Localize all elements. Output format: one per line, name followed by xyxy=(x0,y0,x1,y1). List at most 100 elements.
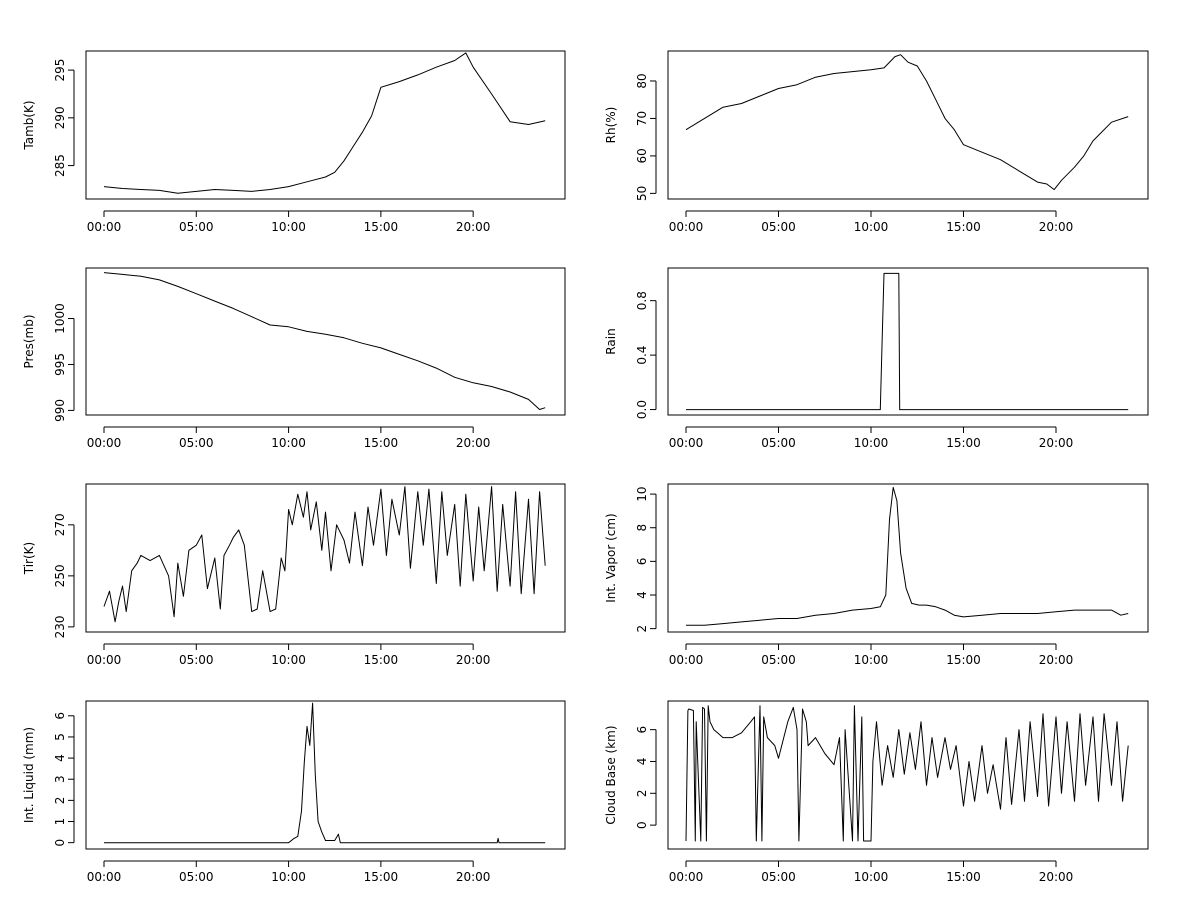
panel-3: 00:00 05:00 10:00 15:00 20:00 990 995 1000 Pres(… xyxy=(22,267,566,450)
x-tick-label: 05:00 xyxy=(761,870,796,884)
x-tick-label: 10:00 xyxy=(271,220,306,234)
y-tick-label: 3 xyxy=(53,775,67,783)
x-tick-label: 20:00 xyxy=(456,436,491,450)
y-tick-label: 4 xyxy=(635,591,649,599)
y-axis-title: Rh(%) xyxy=(604,107,618,144)
y-tick-label: 70 xyxy=(635,111,649,126)
x-tick-label: 15:00 xyxy=(364,870,399,884)
x-tick-label: 00:00 xyxy=(669,220,704,234)
panel-5: 00:00 05:00 10:00 15:00 20:00 230 250 270 Tir(K) xyxy=(22,483,566,667)
y-tick-label: 0 xyxy=(53,839,67,847)
x-tick-label: 05:00 xyxy=(179,220,214,234)
y-axis-title: Tamb(K) xyxy=(22,100,36,150)
x-tick-label: 15:00 xyxy=(364,220,399,234)
y-tick-label: 6 xyxy=(53,712,67,720)
y-tick-label: 0.4 xyxy=(635,346,649,365)
series-line xyxy=(685,705,1129,842)
x-tick-label: 10:00 xyxy=(271,436,306,450)
y-tick-label: 2 xyxy=(635,625,649,633)
y-tick-label: 2 xyxy=(635,789,649,797)
x-tick-label: 20:00 xyxy=(1039,220,1074,234)
x-tick-label: 20:00 xyxy=(456,653,491,667)
y-axis-title: Int. Liquid (mm) xyxy=(22,727,36,823)
panel-4: 00:00 05:00 10:00 15:00 20:00 0.0 0.4 0.8 Rain xyxy=(604,267,1149,450)
y-tick-label: 0.0 xyxy=(635,400,649,419)
x-tick-label: 20:00 xyxy=(1039,653,1074,667)
x-tick-label: 15:00 xyxy=(946,870,981,884)
x-tick-label: 20:00 xyxy=(456,870,491,884)
y-tick-label: 230 xyxy=(53,615,67,638)
x-tick-label: 00:00 xyxy=(669,870,704,884)
series-line xyxy=(103,486,546,623)
y-tick-label: 8 xyxy=(635,524,649,532)
y-axis-title: Tir(K) xyxy=(22,542,36,575)
x-tick-label: 15:00 xyxy=(946,220,981,234)
panel-frame xyxy=(667,483,1149,633)
y-axis-title: Rain xyxy=(604,328,618,354)
x-tick-label: 10:00 xyxy=(854,653,889,667)
panel-frame xyxy=(85,483,566,633)
x-tick-label: 15:00 xyxy=(946,653,981,667)
y-tick-label: 0 xyxy=(635,821,649,829)
panel-8: 00:00 05:00 10:00 15:00 20:00 0 2 4 6 Cloud Base … xyxy=(604,700,1149,884)
x-tick-label: 00:00 xyxy=(87,436,122,450)
series-line xyxy=(685,54,1129,191)
y-tick-label: 4 xyxy=(53,754,67,762)
series-line xyxy=(103,272,546,410)
panel-6: 00:00 05:00 10:00 15:00 20:00 2 4 6 8 10 Int. Vapo… xyxy=(604,483,1149,667)
y-tick-label: 60 xyxy=(635,148,649,163)
x-tick-label: 00:00 xyxy=(669,653,704,667)
x-tick-label: 20:00 xyxy=(1039,870,1074,884)
y-tick-label: 290 xyxy=(53,106,67,129)
y-tick-label: 295 xyxy=(53,59,67,82)
y-tick-label: 2 xyxy=(53,797,67,805)
x-tick-label: 15:00 xyxy=(364,653,399,667)
series-line xyxy=(104,702,546,844)
y-tick-label: 995 xyxy=(53,353,67,376)
x-tick-label: 05:00 xyxy=(761,436,796,450)
x-tick-label: 00:00 xyxy=(87,220,122,234)
panel-frame xyxy=(667,700,1149,850)
x-tick-label: 20:00 xyxy=(1039,436,1074,450)
y-axis-title: Cloud Base (km) xyxy=(604,725,618,824)
panel-2: 00:00 05:00 10:00 15:00 20:00 50 60 70 80 Rh(%) xyxy=(604,50,1149,234)
y-axis-title: Pres(mb) xyxy=(22,315,36,369)
x-tick-label: 00:00 xyxy=(669,436,704,450)
series-line xyxy=(686,486,1129,626)
x-tick-label: 10:00 xyxy=(271,653,306,667)
panel-frame xyxy=(85,267,566,416)
y-tick-label: 50 xyxy=(635,186,649,201)
x-tick-label: 10:00 xyxy=(854,436,889,450)
panel-frame xyxy=(85,700,566,850)
x-tick-label: 10:00 xyxy=(854,870,889,884)
y-tick-label: 10 xyxy=(635,486,649,501)
panel-frame xyxy=(667,267,1149,416)
series-line xyxy=(103,52,546,194)
x-tick-label: 10:00 xyxy=(854,220,889,234)
y-tick-label: 6 xyxy=(635,726,649,734)
y-axis-title: Int. Vapor (cm) xyxy=(604,513,618,602)
x-tick-label: 05:00 xyxy=(761,220,796,234)
panel-1: 00:00 05:00 10:00 15:00 20:00 285 290 295 Tamb(K… xyxy=(22,50,566,234)
y-tick-label: 4 xyxy=(635,758,649,766)
y-tick-label: 285 xyxy=(53,154,67,177)
panel-frame xyxy=(85,50,566,200)
y-tick-label: 1 xyxy=(53,818,67,826)
x-tick-label: 15:00 xyxy=(946,436,981,450)
panel-7: 00:00 05:00 10:00 15:00 20:00 0 1 2 3 4 5 6 Int. Liq… xyxy=(22,700,566,884)
x-tick-label: 20:00 xyxy=(456,220,491,234)
y-tick-label: 250 xyxy=(53,564,67,587)
y-tick-label: 80 xyxy=(635,73,649,88)
x-tick-label: 05:00 xyxy=(179,653,214,667)
y-tick-label: 270 xyxy=(53,513,67,536)
x-tick-label: 15:00 xyxy=(364,436,399,450)
y-tick-label: 6 xyxy=(635,558,649,566)
x-tick-label: 05:00 xyxy=(761,653,796,667)
x-tick-label: 05:00 xyxy=(179,436,214,450)
y-tick-label: 0.8 xyxy=(635,291,649,310)
panel-frame xyxy=(667,50,1149,200)
y-tick-label: 1000 xyxy=(53,303,67,334)
y-tick-label: 990 xyxy=(53,399,67,422)
x-tick-label: 05:00 xyxy=(179,870,214,884)
